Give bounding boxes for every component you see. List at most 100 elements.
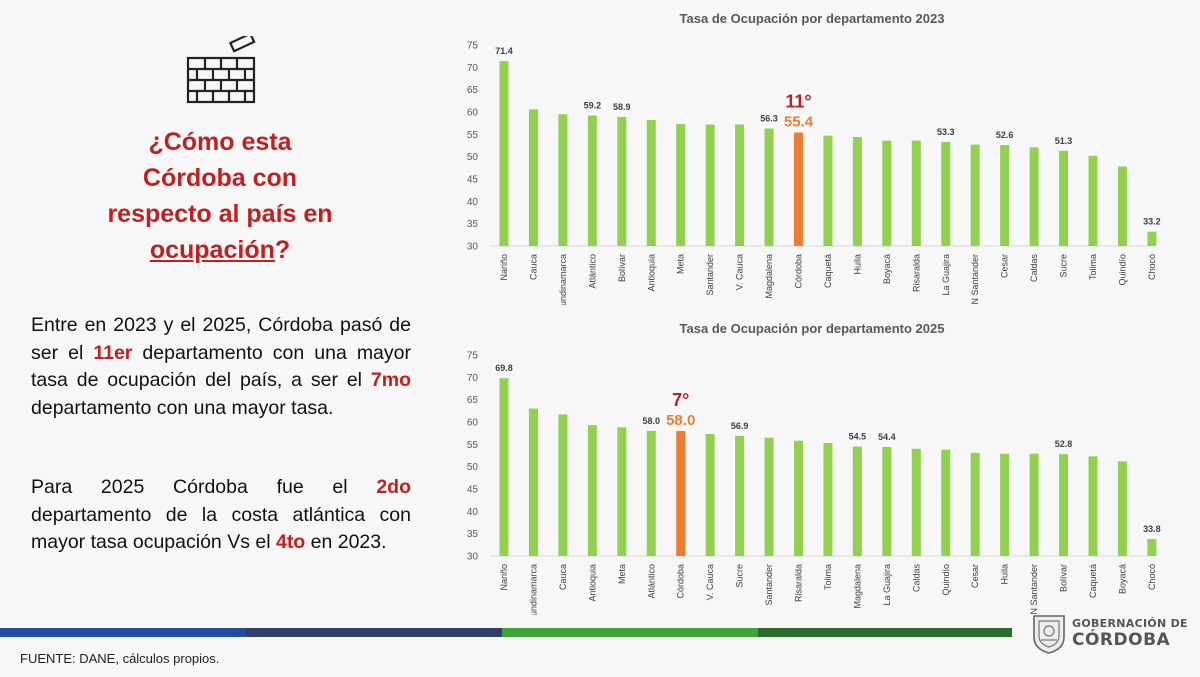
chart-2025-ytick-label: 50: [467, 462, 479, 473]
chart-2023-bar: [735, 124, 745, 246]
chart-2023-category-label: Huila: [852, 254, 862, 275]
chart-2025-ytick-label: 40: [467, 507, 479, 518]
paragraph1-highlight-2: 7mo: [370, 369, 411, 391]
chart-2025-value-label: 54.4: [878, 432, 896, 442]
chart-2025-value-label: 58.0: [642, 416, 660, 426]
chart-2023-category-label: Nariño: [499, 254, 509, 281]
chart-2023-ytick-label: 30: [467, 242, 479, 253]
chart-2023-bar: [1000, 145, 1010, 246]
chart-2023-value-label: 53.3: [937, 127, 955, 137]
chart-2023-bar: [970, 144, 980, 246]
chart-2023-category-label: Chocó: [1147, 254, 1157, 280]
chart-2025-bar: [764, 437, 774, 556]
chart-2023-category-label: Quindío: [1117, 254, 1127, 286]
chart-2023-category-label: Antioquia: [646, 254, 656, 292]
chart-2025-ytick-label: 45: [467, 485, 479, 496]
chart-2025: Tasa de Ocupación por departamento 2025 3…: [440, 310, 1200, 615]
chart-2025-bar: [646, 430, 656, 556]
chart-2025-category-label: V. Cauca: [705, 564, 715, 600]
chart-2025-highlight-value-label: 58.0: [666, 412, 695, 429]
chart-2023-category-label: Cundinamarca: [558, 254, 568, 305]
band-navy: [246, 628, 502, 637]
chart-2023-bar: [646, 120, 656, 246]
chart-2023-bar: [941, 141, 951, 246]
chart-2025-bar: [970, 452, 980, 556]
paragraph1-text-3: departamento con una mayor tasa.: [31, 396, 334, 419]
coat-of-arms-icon: [1033, 615, 1065, 654]
summary-paragraph-2: Para 2025 Córdoba fue el 2do departament…: [31, 474, 411, 557]
chart-2025-category-label: Santander: [764, 564, 774, 606]
chart-2023-bar: [558, 114, 568, 246]
chart-2025-bar: [1088, 456, 1098, 556]
chart-2023-category-label: Boyacá: [882, 254, 892, 284]
chart-2023-value-label: 33.2: [1143, 217, 1161, 227]
chart-2025-category-label: Antioquia: [587, 564, 597, 602]
source-note: FUENTE: DANE, cálculos propios.: [20, 651, 220, 666]
paragraph2-highlight-2: 4to: [275, 531, 306, 553]
chart-2025-ytick-label: 65: [467, 395, 479, 406]
paragraph2-highlight-1: 2do: [376, 476, 411, 498]
chart-2025-category-label: N Santander: [1029, 564, 1039, 615]
paragraph1-text-1: Entre en 2023 y el 2025, Córdoba pasó de…: [31, 314, 411, 364]
chart-2025-bar: [617, 427, 627, 556]
chart-2023-value-label: 56.3: [760, 114, 778, 124]
question-line-1: ¿Cómo esta: [148, 128, 292, 156]
chart-2023-category-label: Tolima: [1088, 254, 1098, 280]
chart-2023-bar: [676, 124, 686, 246]
chart-2025-value-label: 54.5: [849, 432, 867, 442]
chart-2023-category-label: Magdalena: [764, 254, 774, 299]
paragraph1-highlight-1: 11er: [93, 341, 133, 364]
chart-2023-value-label: 71.4: [495, 46, 513, 56]
chart-2025-category-label: Cundinamarca: [528, 564, 538, 615]
question-line-3: respecto al país en: [107, 200, 333, 228]
chart-2025-ytick-label: 30: [467, 552, 479, 563]
chart-2023-ytick-label: 65: [467, 85, 479, 96]
chart-2023-bar: [1117, 166, 1127, 246]
chart-2023-svg: Tasa de Ocupación por departamento 2023 3…: [467, 11, 1161, 305]
chart-2025-category-label: Magdalena: [852, 564, 862, 609]
chart-2025-bar: [1117, 461, 1127, 556]
chart-2023-category-label: Sucre: [1059, 254, 1069, 278]
question-heading: ¿Cómo esta Córdoba con respecto al país …: [60, 124, 380, 268]
chart-2025-bar: [735, 435, 745, 556]
chart-2023-category-label: Santander: [705, 254, 715, 296]
chart-2023-bar: [587, 115, 597, 246]
question-mark: ?: [274, 236, 291, 264]
chart-2025-bar: [1147, 539, 1157, 556]
paragraph2-text-2: departamento de la costa atlántica con m…: [31, 503, 411, 554]
chart-2025-category-label: Córdoba: [676, 564, 686, 599]
chart-2025-bar: [587, 425, 597, 556]
chart-2023-category-label: Meta: [676, 254, 686, 274]
logo-line-1: GOBERNACIÓN DE: [1072, 617, 1188, 630]
chart-2025-bar: [528, 408, 538, 556]
chart-2023-category-label: Risaralda: [911, 254, 921, 292]
chart-2025-category-label: Meta: [617, 564, 627, 584]
chart-2025-ytick-label: 75: [467, 351, 479, 362]
chart-2023-bar: [617, 116, 627, 246]
chart-2025-title: Tasa de Ocupación por departamento 2025: [680, 321, 945, 336]
logo-text: GOBERNACIÓN DE CÓRDOBA: [1072, 617, 1188, 650]
chart-2025-category-label: La Guajira: [882, 564, 892, 606]
summary-paragraph-1: Entre en 2023 y el 2025, Córdoba pasó de…: [31, 312, 411, 422]
chart-2025-bar: [558, 414, 568, 556]
chart-2023-ytick-label: 70: [467, 63, 479, 74]
paragraph2-text-3: en 2023.: [305, 531, 387, 553]
chart-2023-ytick-label: 35: [467, 219, 479, 230]
chart-2025-bar: [911, 448, 921, 556]
chart-2023-bar: [823, 135, 833, 246]
chart-2023-bar: [1029, 147, 1039, 246]
chart-2023-category-label: Bolívar: [617, 254, 627, 282]
chart-2025-value-label: 56.9: [731, 421, 749, 431]
chart-2023-ytick-label: 50: [467, 152, 479, 163]
chart-2023-ytick-label: 60: [467, 108, 479, 119]
chart-2025-category-label: Chocó: [1147, 564, 1157, 590]
band-green: [502, 628, 758, 637]
chart-2023-bar: [1147, 231, 1157, 246]
chart-2025-category-label: Risaralda: [794, 564, 804, 602]
chart-2025-category-label: Nariño: [499, 564, 509, 591]
chart-2023-ytick-label: 40: [467, 197, 479, 208]
chart-2023-category-label: Caldas: [1029, 254, 1039, 283]
chart-2023-bar: [499, 61, 509, 246]
chart-2025-bar: [941, 449, 951, 556]
chart-2023-category-label: Cauca: [528, 254, 538, 280]
